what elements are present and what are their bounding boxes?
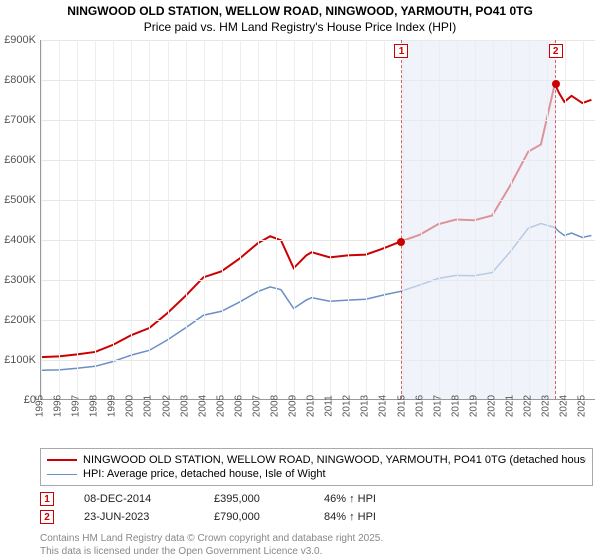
legend-label: HPI: Average price, detached house, Isle… [83,468,326,480]
x-tick-label: 2000 [125,394,136,416]
gridline-v [59,40,60,399]
transaction-delta: 46% ↑ HPI [324,493,424,505]
y-tick-label: £700K [4,114,36,126]
chart-area: £0£100K£200K£300K£400K£500K£600K£700K£80… [0,40,600,440]
x-tick-label: 2009 [288,394,299,416]
gridline-v [348,40,349,399]
transaction-marker: 1 [40,492,54,506]
x-tick-label: 2022 [523,394,534,416]
x-tick-label: 1996 [53,394,64,416]
y-tick-label: £500K [4,194,36,206]
legend-row: HPI: Average price, detached house, Isle… [47,467,586,481]
marker-box-2: 2 [549,44,563,58]
transactions-block: 1 08-DEC-2014 £395,000 46% ↑ HPI 2 23-JUN-202… [40,490,595,526]
x-tick-label: 2013 [360,394,371,416]
transaction-delta: 84% ↑ HPI [324,511,424,523]
marker-box-1: 1 [394,44,408,58]
x-tick-label: 2004 [197,394,208,416]
x-tick-label: 2019 [468,394,479,416]
x-tick-label: 2002 [161,394,172,416]
x-axis: 1995199619971998199920002001200220032004… [40,402,595,438]
gridline-v [366,40,367,399]
gridline-v [168,40,169,399]
x-tick-label: 2003 [179,394,190,416]
footer-line-1: Contains HM Land Registry data © Crown c… [40,532,383,545]
x-tick-label: 2011 [324,395,335,417]
gridline-v [330,40,331,399]
gridline-v [77,40,78,399]
gridline-v [204,40,205,399]
x-tick-label: 1995 [35,394,46,416]
transaction-price: £790,000 [214,511,294,523]
y-tick-label: £300K [4,274,36,286]
transaction-date: 08-DEC-2014 [84,493,184,505]
shaded-region [401,40,555,399]
x-tick-label: 2024 [559,394,570,416]
marker-dot-1 [397,238,405,246]
y-axis: £0£100K£200K£300K£400K£500K£600K£700K£80… [0,40,40,400]
x-tick-label: 2015 [396,394,407,416]
legend-swatch [47,459,77,461]
transaction-row: 1 08-DEC-2014 £395,000 46% ↑ HPI [40,490,595,508]
gridline-v [565,40,566,399]
x-tick-label: 2021 [505,394,516,416]
gridline-v [384,40,385,399]
transaction-row: 2 23-JUN-2023 £790,000 84% ↑ HPI [40,508,595,526]
x-tick-label: 2008 [270,394,281,416]
x-tick-label: 2001 [143,394,154,416]
gridline-v [222,40,223,399]
y-tick-label: £600K [4,154,36,166]
legend: NINGWOOD OLD STATION, WELLOW ROAD, NINGW… [40,448,593,486]
gridline-v [186,40,187,399]
gridline-v [149,40,150,399]
x-tick-label: 2006 [233,394,244,416]
x-tick-label: 1999 [107,394,118,416]
y-tick-label: £800K [4,74,36,86]
gridline-v [294,40,295,399]
gridline-v [41,40,42,399]
legend-row: NINGWOOD OLD STATION, WELLOW ROAD, NINGW… [47,453,586,467]
y-tick-label: £900K [4,34,36,46]
footer-line-2: This data is licensed under the Open Gov… [40,545,383,558]
chart-subtitle: Price paid vs. HM Land Registry's House … [0,20,600,40]
x-tick-label: 1997 [71,394,82,416]
x-tick-label: 2007 [251,394,262,416]
x-tick-label: 2020 [486,394,497,416]
gridline-v [240,40,241,399]
y-tick-label: £100K [4,354,36,366]
gridline-v [131,40,132,399]
x-tick-label: 2016 [414,394,425,416]
transaction-price: £395,000 [214,493,294,505]
gridline-v [583,40,584,399]
gridline-v [276,40,277,399]
x-tick-label: 1998 [89,394,100,416]
transaction-date: 23-JUN-2023 [84,511,184,523]
x-tick-label: 2012 [342,394,353,416]
x-tick-label: 2025 [577,394,588,416]
marker-dot-2 [552,80,560,88]
legend-label: NINGWOOD OLD STATION, WELLOW ROAD, NINGW… [83,454,586,466]
plot-area: 12 [40,40,595,400]
x-tick-label: 2005 [215,394,226,416]
legend-swatch [47,474,77,475]
y-tick-label: £400K [4,234,36,246]
x-tick-label: 2023 [541,394,552,416]
footer-attribution: Contains HM Land Registry data © Crown c… [40,532,383,558]
transaction-marker: 2 [40,510,54,524]
x-tick-label: 2014 [378,394,389,416]
x-tick-label: 2010 [306,394,317,416]
gridline-v [312,40,313,399]
x-tick-label: 2017 [432,394,443,416]
gridline-v [113,40,114,399]
gridline-v [258,40,259,399]
chart-title: NINGWOOD OLD STATION, WELLOW ROAD, NINGW… [0,0,600,20]
y-tick-label: £200K [4,314,36,326]
gridline-v [95,40,96,399]
x-tick-label: 2018 [450,394,461,416]
